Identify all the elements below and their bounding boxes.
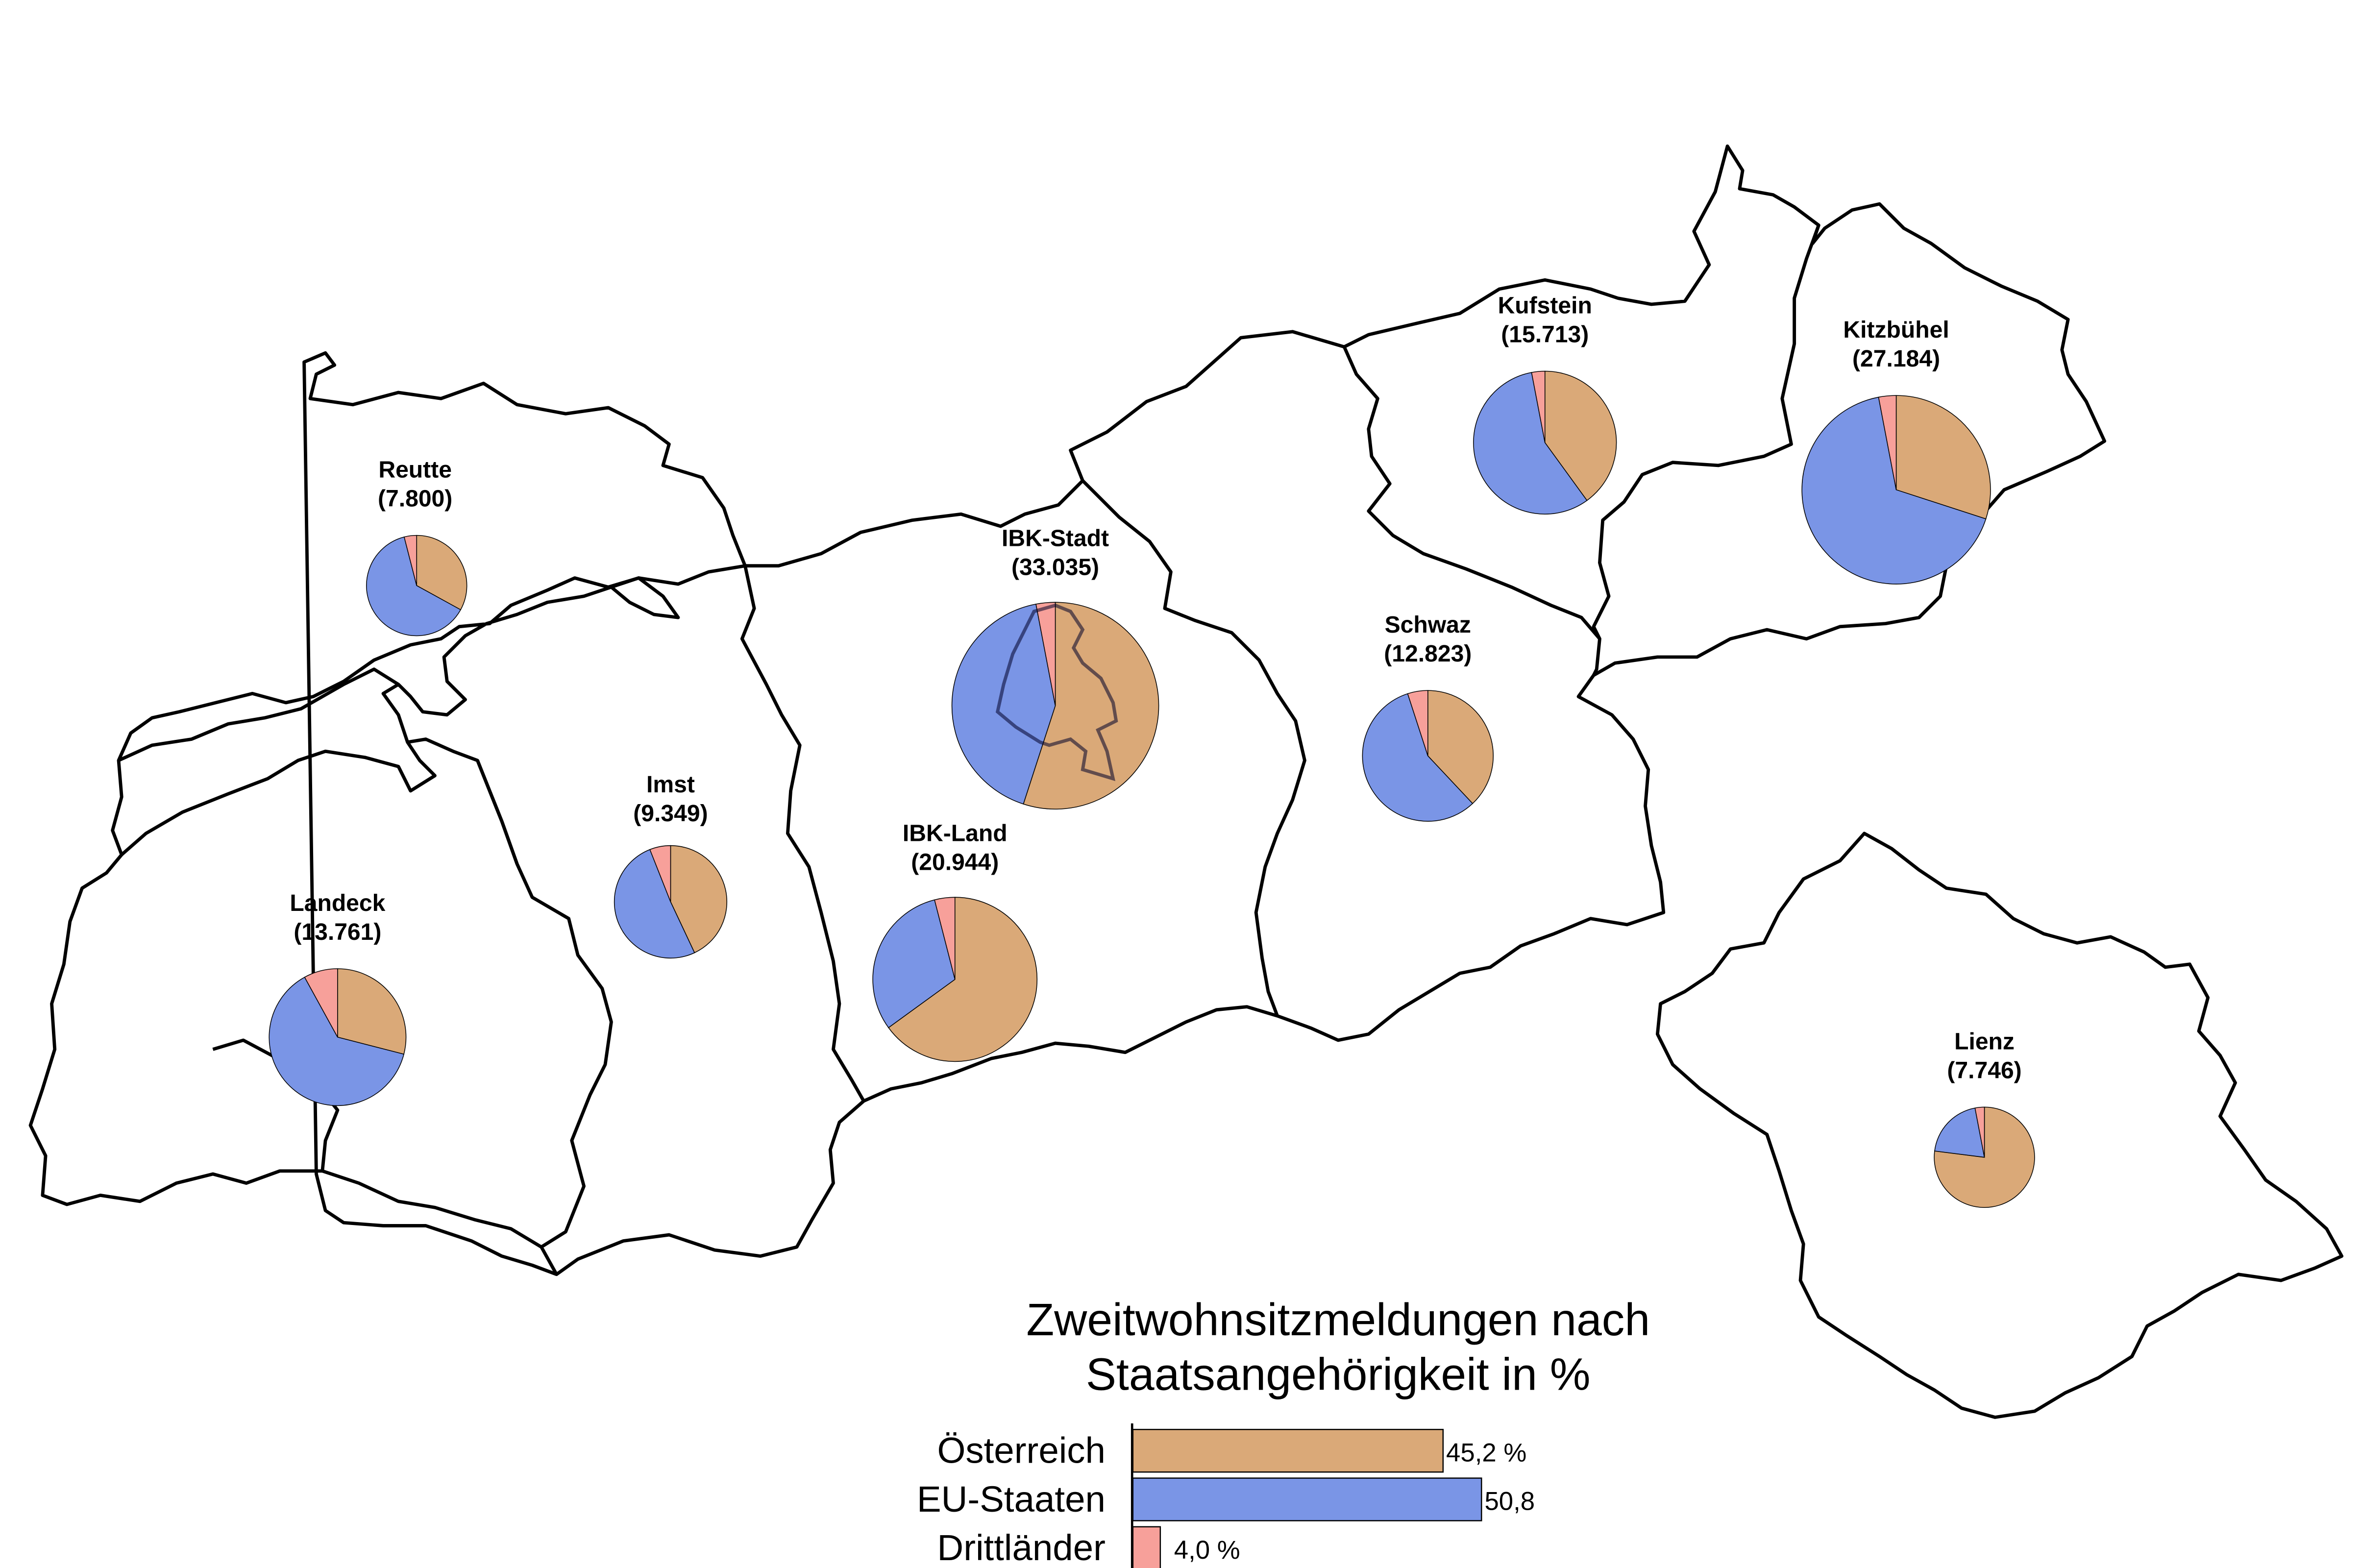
legend: Zweitwohnsitzmeldungen nach Staatsangehö…: [917, 1294, 1650, 1568]
pie-ibk-land: [872, 897, 1038, 1062]
pie-slice-eu: [1801, 396, 1987, 585]
district-count: (12.823): [1384, 640, 1472, 667]
district-count: (15.713): [1501, 321, 1589, 348]
legend-bar: [1132, 1429, 1444, 1473]
district-name: Lienz: [1954, 1028, 2015, 1054]
pie-slice-eu: [366, 536, 462, 637]
boundary-reutte-imst: [611, 564, 746, 589]
pie-kufstein: [1473, 370, 1617, 514]
legend-bar-label: Österreich: [937, 1430, 1105, 1471]
pie-slice-oesterreich: [337, 968, 407, 1055]
pie-slice-drittlaender: [1531, 370, 1546, 443]
district-name: Imst: [646, 771, 695, 798]
pie-schwaz: [1362, 690, 1494, 822]
district-count: (33.035): [1011, 554, 1099, 580]
legend-title-line2: Staatsangehörigkeit in %: [1086, 1349, 1591, 1400]
boundary-landeck-imst-south: [476, 760, 519, 865]
pie-slice-eu: [872, 899, 956, 1029]
pie-slice-drittlaender: [649, 845, 671, 902]
district-count: (7.746): [1947, 1057, 2021, 1083]
pie-slice-drittlaender: [1878, 395, 1897, 490]
district-count: (9.349): [633, 800, 708, 827]
legend-title-line1: Zweitwohnsitzmeldungen nach: [1026, 1294, 1650, 1345]
pie-slice-eu: [951, 604, 1056, 805]
boundary-ibkland-schwaz: [1081, 479, 1306, 1017]
district-name: Kufstein: [1498, 293, 1592, 319]
district-count: (20.944): [911, 849, 999, 875]
legend-bar-row: Drittländer 4,0 %: [937, 1526, 1240, 1568]
boundary-schwaz-kufstein: [1343, 346, 1601, 676]
pie-slice-oesterreich: [888, 897, 1038, 1062]
boundary-reutte-landeck-imst: [118, 667, 399, 762]
pie-slice-oesterreich: [1427, 690, 1494, 804]
district-name: IBK-Stadt: [1002, 525, 1109, 551]
legend-bar-label: Drittländer: [937, 1527, 1106, 1568]
legend-bar-value: 45,2 %: [1446, 1438, 1526, 1467]
district-name: Landeck: [290, 890, 385, 916]
pie-slice-drittlaender: [1407, 690, 1428, 756]
pie-slice-drittlaender: [1974, 1106, 1985, 1157]
pie-slice-eu: [269, 977, 405, 1106]
legend-bar-value: 50,8: [1484, 1487, 1535, 1516]
pie-slice-drittlaender: [934, 897, 956, 980]
legend-bar: [1132, 1526, 1161, 1568]
district-name: Kitzbühel: [1843, 317, 1949, 343]
boundary-landeck-imst: [120, 741, 437, 856]
pie-slice-eu: [1362, 693, 1474, 822]
pie-slice-oesterreich: [1023, 602, 1159, 809]
legend-bar: [1132, 1477, 1482, 1521]
district-count: (7.800): [378, 486, 452, 512]
ibk-stadt-outline: [995, 603, 1118, 782]
pie-slice-drittlaender: [403, 535, 418, 586]
district-name: Schwaz: [1385, 612, 1471, 638]
pie-slice-eu: [1473, 372, 1588, 514]
pie-slice-drittlaender: [1035, 602, 1056, 706]
legend-bar-row: Österreich 45,2 %: [937, 1429, 1526, 1473]
district-count: (13.761): [294, 919, 381, 945]
legend-bar-label: EU-Staaten: [917, 1479, 1106, 1519]
pie-imst: [614, 845, 728, 959]
pie-landeck: [269, 968, 407, 1106]
pie-slice-oesterreich: [670, 845, 728, 954]
pie-slice-oesterreich: [1544, 370, 1617, 501]
pie-slice-eu: [614, 849, 695, 959]
district-name: Reutte: [378, 457, 452, 483]
district-labels: Reutte (7.800) Landeck (13.761) Imst(9.349) I…: [290, 293, 2021, 1084]
pie-ibk-stadt: [951, 602, 1159, 809]
legend-bar-row: EU-Staaten 50,8: [917, 1477, 1535, 1521]
legend-bars: Österreich 45,2 % EU-Staaten 50,8 Drittlände…: [917, 1429, 1535, 1568]
pie-lienz: [1934, 1106, 2035, 1208]
pie-slice-oesterreich: [1895, 395, 1991, 519]
boundary-kufstein-kitzbuehel: [1592, 224, 1820, 640]
boundary-imst-ibkland: [740, 565, 865, 1102]
pie-kitzbühel: [1801, 395, 1991, 585]
district-count: (27.184): [1852, 345, 1940, 372]
legend-bar-value: 4,0 %: [1174, 1536, 1240, 1565]
pie-slice-oesterreich: [416, 535, 467, 611]
district-name: IBK-Land: [903, 820, 1008, 846]
district-pies: [269, 370, 2035, 1208]
pie-slice-drittlaender: [304, 968, 338, 1038]
pie-slice-eu: [1934, 1107, 1985, 1158]
pie-reutte: [366, 535, 467, 637]
